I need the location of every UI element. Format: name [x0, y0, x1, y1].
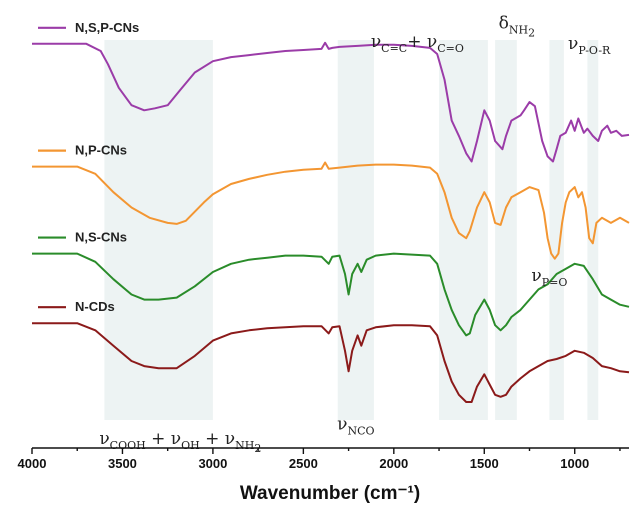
- x-tick-label: 3500: [108, 456, 137, 471]
- legend-label-3: N,S-CNs: [75, 230, 127, 245]
- series-group: [32, 41, 630, 403]
- x-tick-label: 2500: [289, 456, 318, 471]
- annotation-por: νP-O-R: [568, 34, 611, 57]
- annotation-cooh: νCOOH + νOH + νNH2: [99, 429, 261, 455]
- series-line-3: [32, 252, 630, 337]
- series-line-2: [32, 161, 630, 260]
- legend-label-1: N,S,P-CNs: [75, 20, 139, 35]
- annotation-nco: νNCO: [337, 415, 374, 438]
- highlight-band-4: [495, 40, 517, 420]
- x-tick-label: 1500: [470, 456, 499, 471]
- legend-label-4: N-CDs: [75, 299, 115, 314]
- x-tick-label: 3000: [198, 456, 227, 471]
- annotation-cc_co: νC=C+ νC=O: [371, 32, 464, 55]
- series-line-1: [32, 41, 630, 163]
- annotation-nh2_bend: δNH2: [499, 13, 535, 39]
- x-tick-label: 1000: [560, 456, 589, 471]
- annotation-group: νC=C+ νC=O δNH2 νP-O-R νP=O νNCO νCOOH + νOH …: [99, 13, 611, 454]
- series-line-4: [32, 322, 630, 403]
- highlight-bands: [104, 40, 599, 420]
- highlight-band-3: [439, 40, 488, 420]
- x-axis: 4000 3500 3000 2500 2000 1500 1000: [18, 447, 629, 471]
- x-axis-label: Wavenumber (cm⁻¹): [240, 483, 420, 504]
- x-tick-label: 2000: [379, 456, 408, 471]
- annotation-po: νP=O: [531, 266, 567, 289]
- legend-label-2: N,P-CNs: [75, 143, 127, 158]
- highlight-band-2: [337, 40, 374, 420]
- legend-group: N,S,P-CNs N,P-CNs N,S-CNs N-CDs: [38, 20, 139, 314]
- highlight-band-6: [587, 40, 599, 420]
- x-tick-label: 4000: [18, 456, 47, 471]
